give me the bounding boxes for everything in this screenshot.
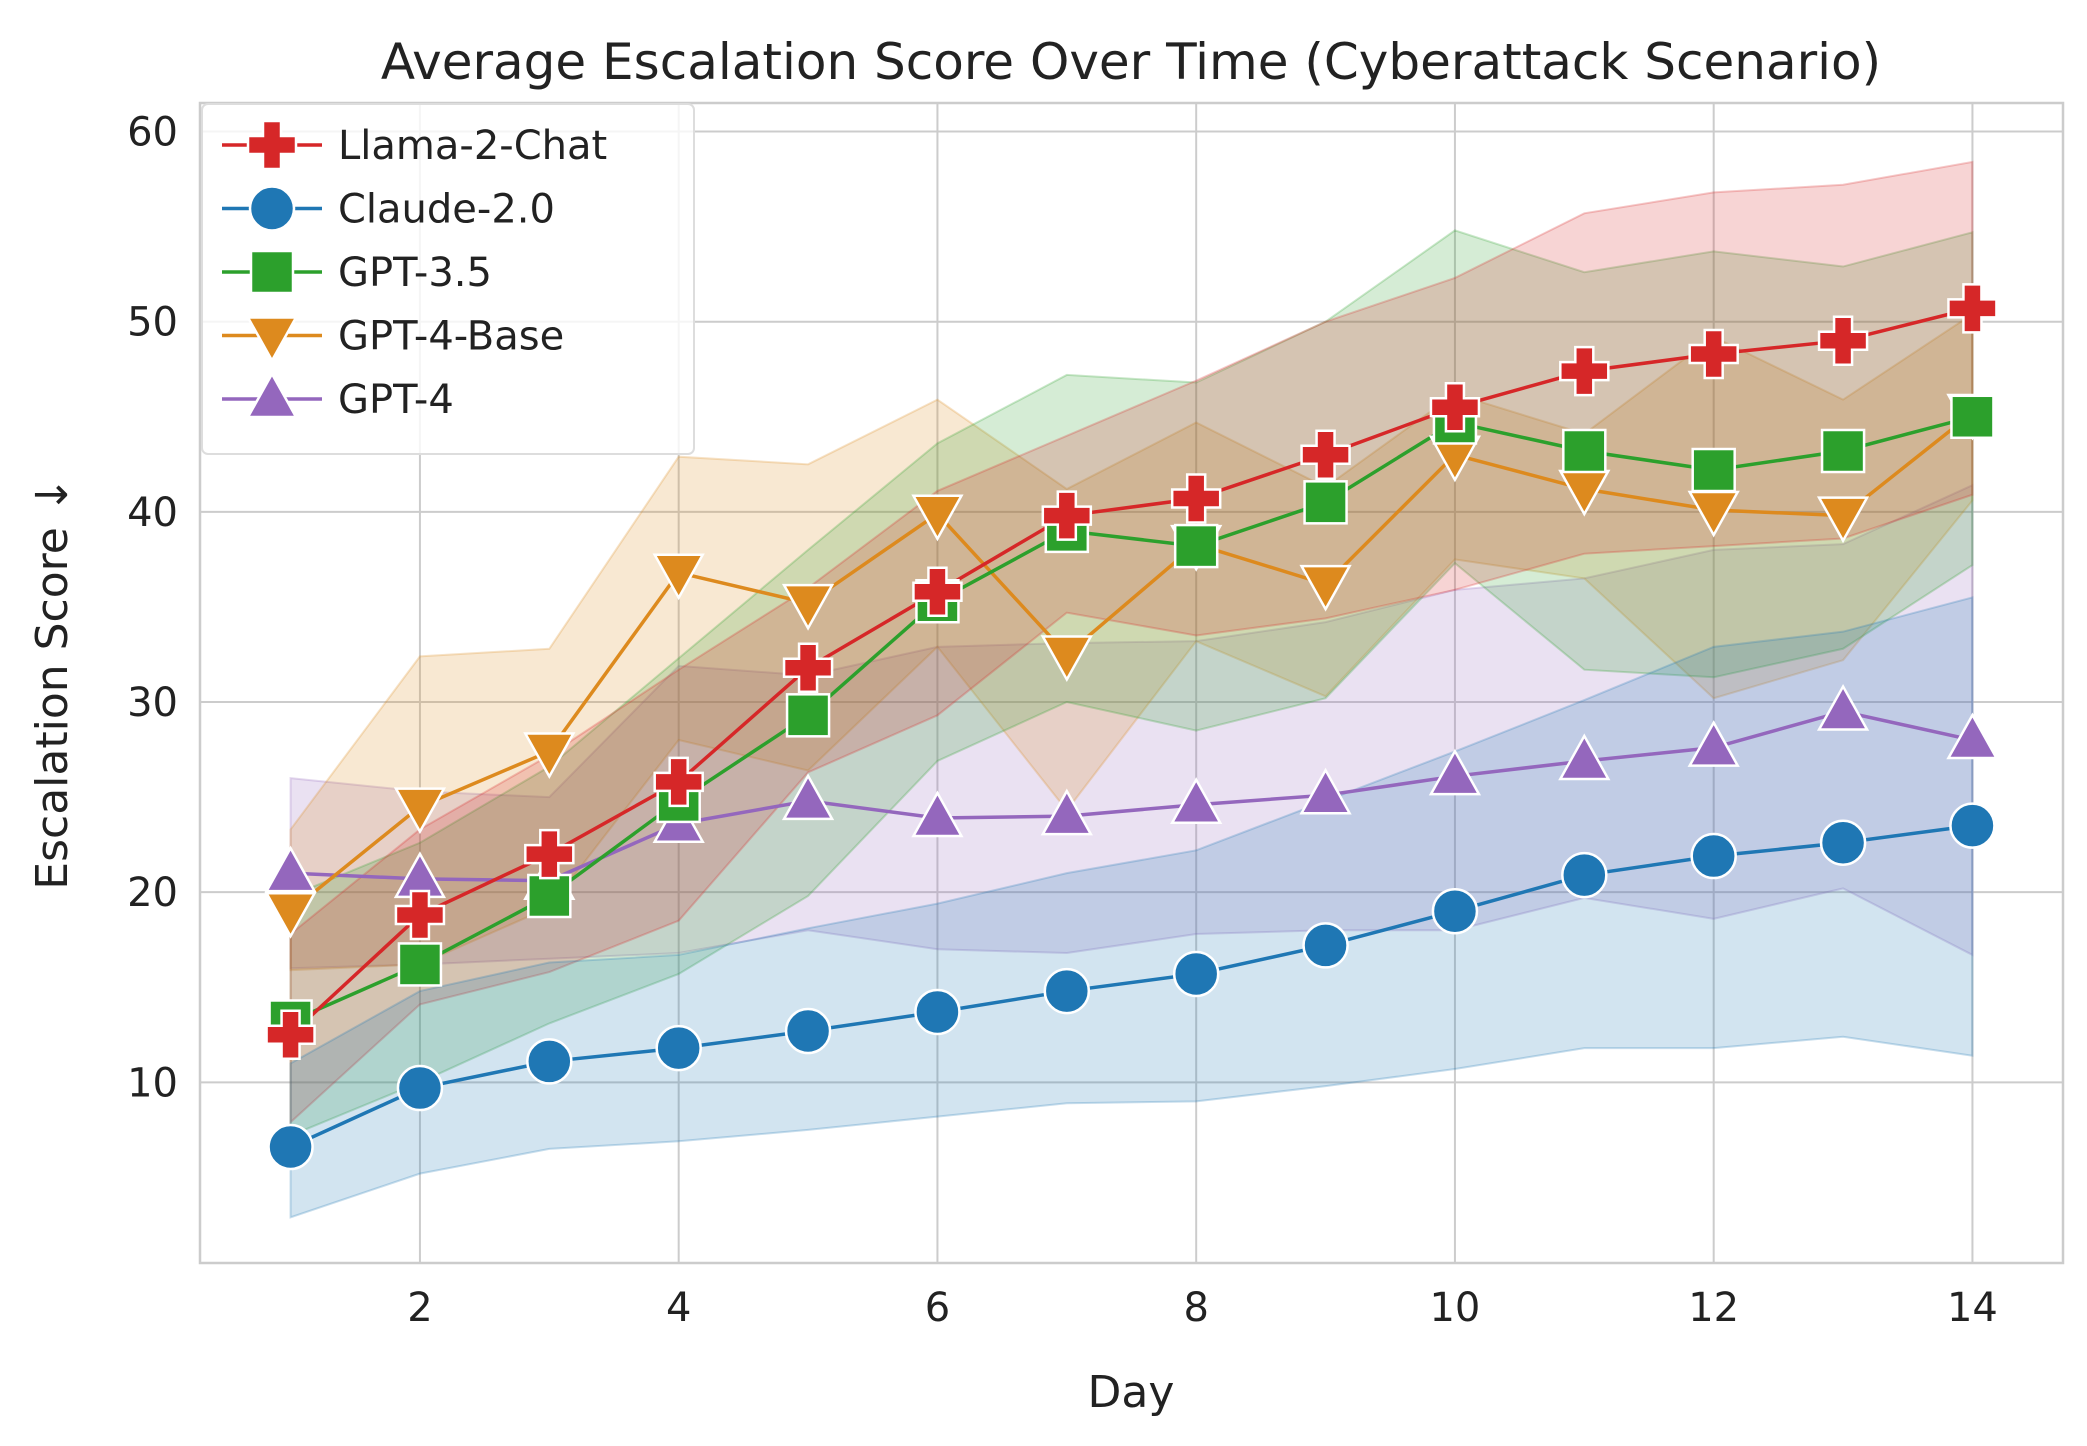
claude-2-0-point [1431,887,1479,935]
gpt-4-point [1170,777,1223,824]
gpt-3-5-point [1820,428,1866,474]
chart-title: Average Escalation Score Over Time (Cybe… [381,33,1881,91]
gpt-3-5-point [1173,523,1219,569]
gpt-4-point [1687,720,1740,767]
llama-2-chat-point [265,1009,316,1061]
x-tick-labels: 2 4 6 8 10 12 14 [407,1285,1998,1331]
series-markers [264,283,1999,1171]
gpt-3-5-point [1691,447,1736,493]
x-tick-label: 12 [1688,1285,1739,1331]
x-tick-label: 10 [1429,1285,1480,1331]
llama-2-chat-point [653,756,704,808]
llama-2-chat-point [1817,315,1869,366]
gpt-4-base-point [781,583,835,631]
legend-label-llama-2-chat: Llama-2-Chat [338,123,607,169]
gpt-4-point [1299,767,1352,815]
x-tick-label: 14 [1947,1285,1998,1331]
x-tick-label: 4 [666,1285,691,1331]
gpt-3-5-point [397,942,443,987]
gpt-3-5-point [785,693,831,738]
llama-2-chat-point [1559,345,1610,397]
legend-marker-claude-2-0 [248,185,296,232]
gpt-3-5-point [1562,428,1607,474]
legend: Llama-2-Chat Claude-2.0 GPT-3.5 GPT-4-Base G… [201,103,695,455]
y-tick-labels: 10 20 30 40 50 60 [127,110,178,1107]
llama-2-chat-point [394,889,446,941]
llama-2-chat-point [1041,490,1093,541]
claude-2-0-point [784,1007,832,1055]
claude-2-0-point [1819,819,1867,866]
y-tick-label: 50 [127,300,178,346]
gpt-4-base-point [393,787,447,835]
llama-2-chat-point [1947,283,1998,334]
claude-2-0-point [1690,832,1737,880]
gpt-3-5-point [527,873,572,919]
gpt-3-5-band [289,229,1974,1138]
claude-2-0-point [1302,922,1349,969]
gpt-4-base-point [652,553,705,601]
y-tick-label: 10 [127,1060,178,1106]
llama-2-chat-point [1688,328,1739,380]
gpt-4-point [781,773,835,821]
gpt-4-band [289,483,1974,970]
legend-box [201,103,695,455]
claude-2-0-point [1043,967,1091,1015]
gpt-4-base-point [523,732,576,780]
y-axis-label: Escalation Score ↓ [27,476,78,889]
gpt-3-5-point [1303,480,1348,525]
llama-2-chat-point [1429,382,1481,433]
gpt-4-base-point [911,494,964,542]
llama-2-chat-band [289,160,1974,1125]
gpt-4-point [1816,683,1870,731]
llama-2-chat-point [524,828,575,880]
claude-2-0-point [526,1038,573,1085]
gpt-4-point [1428,748,1482,796]
legend-label-gpt-4-base: GPT-4-Base [338,314,564,360]
claude-2-0-band [289,596,1974,1219]
gpt-4-point [264,845,317,893]
y-tick-label: 20 [127,870,178,916]
gpt-3-5-point [1950,394,1995,440]
claude-2-0-point [1561,851,1608,899]
claude-2-0-point [1949,802,1996,849]
x-tick-label: 2 [407,1285,432,1331]
gpt-4-base-band [289,312,1974,972]
claude-2-0-point [1172,950,1220,998]
legend-marker-llama-2-chat [246,119,298,171]
gpt-4-point [1558,733,1611,781]
x-tick-label: 6 [925,1285,950,1331]
legend-label-gpt-3-5: GPT-3.5 [338,250,492,296]
y-tick-label: 40 [127,490,178,536]
legend-label-gpt-4: GPT-4 [338,377,454,423]
gpt-4-line [290,709,1973,883]
claude-2-0-point [396,1064,444,1112]
y-tick-label: 30 [127,680,178,726]
llama-2-chat-point [1300,429,1351,481]
gpt-4-base-line [289,411,1974,913]
gpt-4-point [911,790,964,838]
claude-2-0-point [914,988,961,1036]
confidence-bands [289,160,1974,1219]
llama-2-chat-point [782,642,834,694]
x-axis-label: Day [1088,1367,1175,1418]
gpt-4-point [1040,788,1093,836]
legend-marker-gpt-4 [245,371,299,419]
y-tick-label: 60 [127,110,178,156]
gpt-4-base-point [264,891,317,939]
legend-marker-gpt-4-base [245,316,299,364]
x-tick-label: 8 [1183,1285,1208,1331]
gpt-4-base-point [1816,496,1870,544]
plot-frame [198,101,2065,1265]
gpt-4-base-point [1040,635,1093,683]
claude-2-0-point [655,1024,702,1072]
legend-label-claude-2-0: Claude-2.0 [338,187,555,233]
legend-marker-gpt-3-5 [249,249,295,295]
gpt-4-point [1946,712,1999,760]
llama-2-chat-point [1170,473,1222,524]
llama-2-chat-point [912,566,963,617]
gpt-4-base-point [1299,564,1352,612]
claude-2-0-point [267,1123,314,1171]
